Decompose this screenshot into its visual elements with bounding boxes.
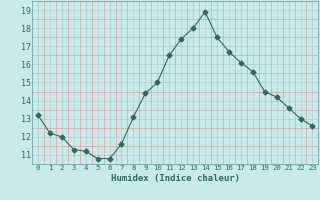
X-axis label: Humidex (Indice chaleur): Humidex (Indice chaleur) bbox=[111, 174, 240, 183]
